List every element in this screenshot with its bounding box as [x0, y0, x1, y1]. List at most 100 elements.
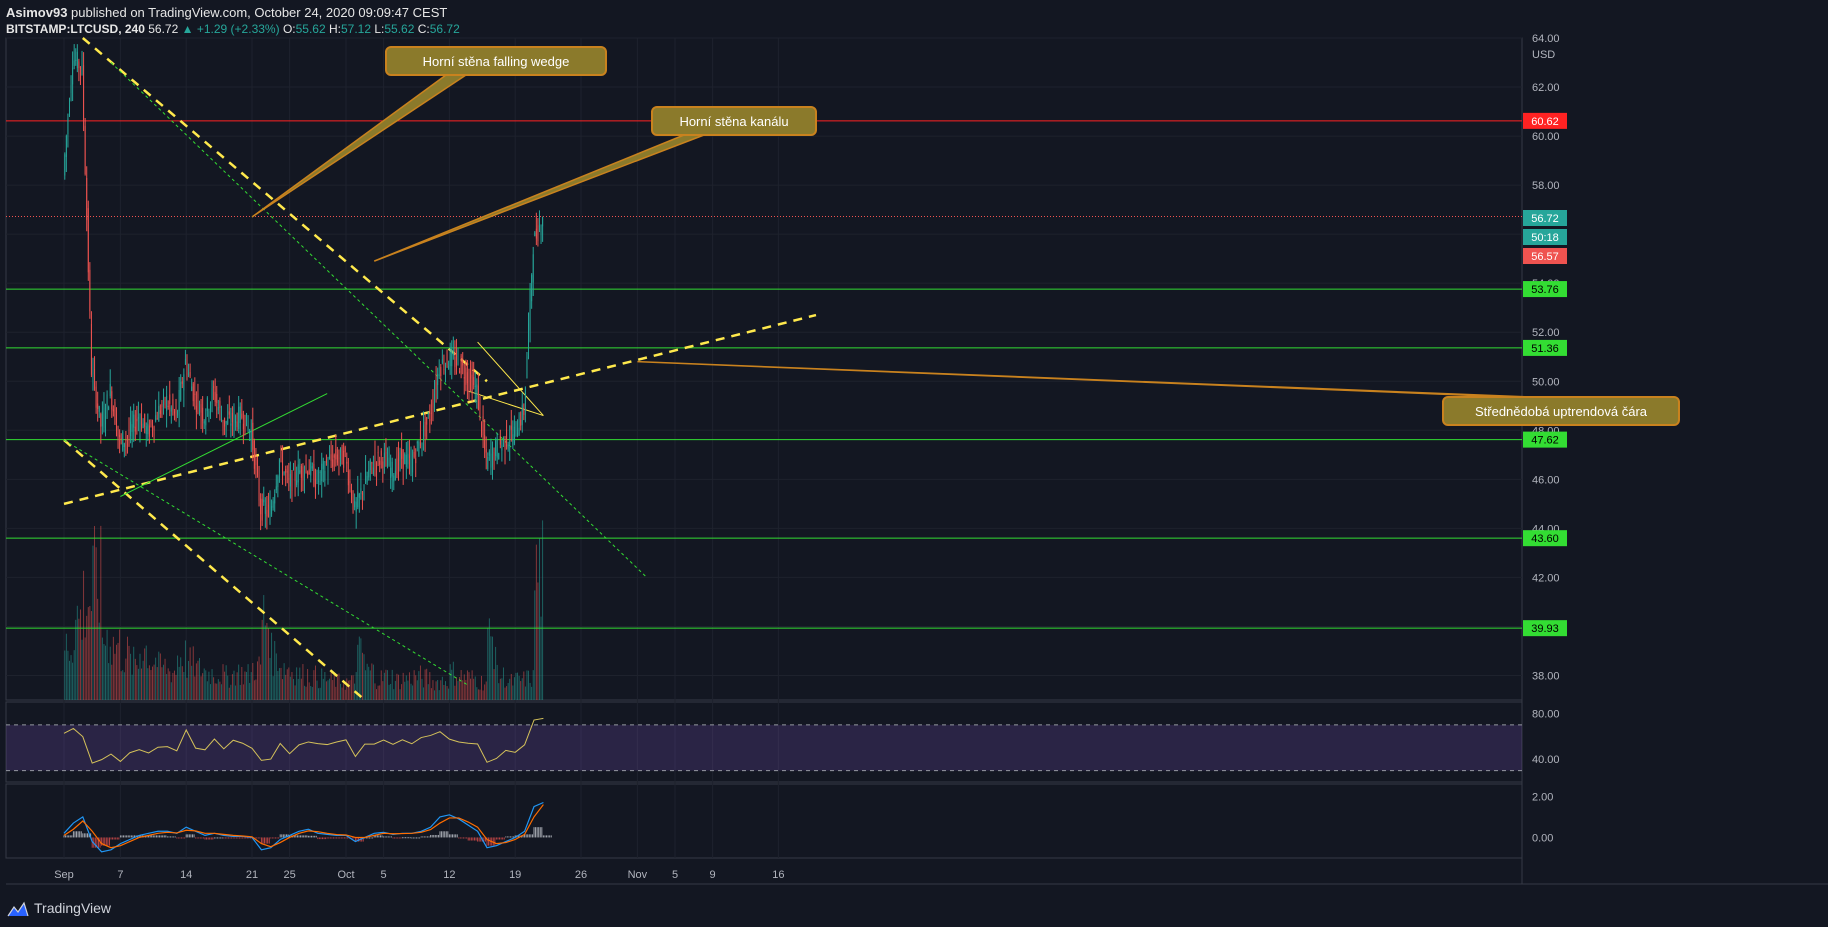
- candle-body: [302, 466, 304, 481]
- volume-bar: [228, 687, 230, 700]
- volume-bar: [401, 684, 403, 700]
- candle-body: [376, 462, 378, 471]
- macd-histogram-bar: [458, 837, 460, 839]
- candle-body: [111, 391, 113, 410]
- candle-body: [330, 454, 332, 461]
- candle-body: [152, 426, 153, 429]
- macd-histogram-bar: [361, 837, 363, 842]
- macd-histogram-bar: [362, 837, 364, 842]
- level-tag: [1523, 339, 1567, 356]
- macd-histogram-bar: [218, 837, 220, 839]
- candle-body: [524, 387, 526, 411]
- volume-bar: [510, 673, 512, 700]
- price-axis[interactable]: 64.0062.0060.0058.0056.0054.0052.0050.00…: [1523, 33, 1567, 844]
- volume-bar: [264, 625, 266, 700]
- volume-bar: [172, 672, 174, 700]
- candle-body: [423, 425, 425, 442]
- candle-body: [361, 492, 363, 495]
- volume-bar: [87, 607, 89, 700]
- volume-bar: [318, 688, 320, 700]
- volume-bar: [108, 663, 110, 700]
- volume-bar: [69, 660, 70, 700]
- macd-histogram-bar: [406, 837, 408, 839]
- volume-bar: [90, 611, 92, 700]
- macd-histogram-bar: [126, 835, 128, 838]
- macd-histogram-bar: [417, 837, 419, 839]
- macd-histogram-bar: [464, 837, 466, 839]
- macd-histogram-bar: [190, 834, 192, 838]
- macd-histogram-bar: [412, 837, 414, 839]
- candle-body: [260, 498, 262, 515]
- macd-histogram-bar: [254, 837, 256, 839]
- tradingview-brand[interactable]: TradingView: [34, 900, 112, 916]
- volume-bar: [528, 670, 529, 700]
- macd-histogram-bar: [445, 831, 447, 838]
- macd-histogram-bar: [472, 837, 474, 841]
- tradingview-logo-icon[interactable]: [6, 900, 30, 918]
- macd-histogram-bar: [411, 837, 413, 839]
- author-name[interactable]: Asimov93: [6, 5, 68, 20]
- macd-histogram-bar: [423, 836, 425, 838]
- macd-histogram-bar: [83, 833, 85, 838]
- macd-histogram-bar: [506, 836, 508, 838]
- volume-bar: [518, 675, 520, 700]
- candle-body: [219, 400, 221, 409]
- candle-body: [333, 455, 335, 458]
- volume-bar: [452, 661, 454, 700]
- grid: [5, 37, 1828, 885]
- macd-histogram-bar: [307, 835, 309, 838]
- volume-bar: [316, 680, 318, 700]
- macd-histogram-bar: [375, 835, 377, 838]
- candle-body: [307, 472, 309, 476]
- macd-histogram-bar: [168, 836, 170, 838]
- volume-bar: [477, 689, 479, 700]
- trendline: [63, 439, 366, 701]
- candle-body: [125, 440, 127, 442]
- candle-body: [231, 412, 233, 423]
- volume-bar: [390, 684, 392, 700]
- candle-body: [101, 411, 103, 427]
- time-axis[interactable]: Sep 7 14 21 25 Oct 5 12 19 26 Nov 5 9 16: [54, 869, 784, 881]
- candle-body: [181, 381, 183, 384]
- volume-bar: [86, 615, 88, 700]
- volume-bar: [502, 667, 504, 700]
- volume-bars: [64, 520, 544, 700]
- candle-body: [194, 393, 196, 395]
- candle-body: [526, 356, 528, 379]
- volume-bar: [368, 666, 370, 700]
- volume-bar: [310, 685, 312, 700]
- candle-body: [98, 405, 100, 412]
- macd-histogram-bar: [276, 837, 278, 839]
- candle-body: [534, 232, 536, 237]
- candle-body: [188, 373, 190, 375]
- volume-bar: [517, 672, 519, 700]
- macd-histogram-bar: [315, 835, 317, 838]
- candle-body: [144, 414, 146, 427]
- volume-bar: [84, 637, 86, 700]
- macd-histogram-bar: [392, 837, 394, 839]
- macd-histogram-bar: [232, 837, 234, 839]
- candle-body: [449, 351, 451, 367]
- macd-histogram-bar: [477, 837, 479, 842]
- price-change: +1.29 (+2.33%): [196, 22, 280, 36]
- macd-histogram-bar: [517, 835, 519, 838]
- volume-bar: [211, 669, 213, 700]
- volume-bar: [224, 671, 226, 700]
- footer-bar: [0, 888, 1828, 927]
- volume-bar: [387, 670, 388, 700]
- macd-histogram-bar: [549, 835, 551, 838]
- macd-histogram-bar: [215, 837, 217, 839]
- volume-bar: [65, 633, 67, 700]
- candle-body: [311, 466, 313, 469]
- candle-body: [249, 430, 251, 433]
- macd-histogram-bar: [271, 837, 273, 839]
- macd-histogram-bar: [223, 837, 225, 839]
- candle-body: [189, 371, 191, 377]
- macd-histogram-bar: [495, 837, 497, 840]
- macd-histogram-bar: [256, 837, 258, 839]
- macd-histogram-bar: [500, 837, 502, 840]
- macd-histogram-bar: [325, 837, 327, 840]
- candle-body: [477, 385, 479, 411]
- macd-histogram-bar: [165, 835, 167, 838]
- macd-histogram-bar: [492, 837, 494, 846]
